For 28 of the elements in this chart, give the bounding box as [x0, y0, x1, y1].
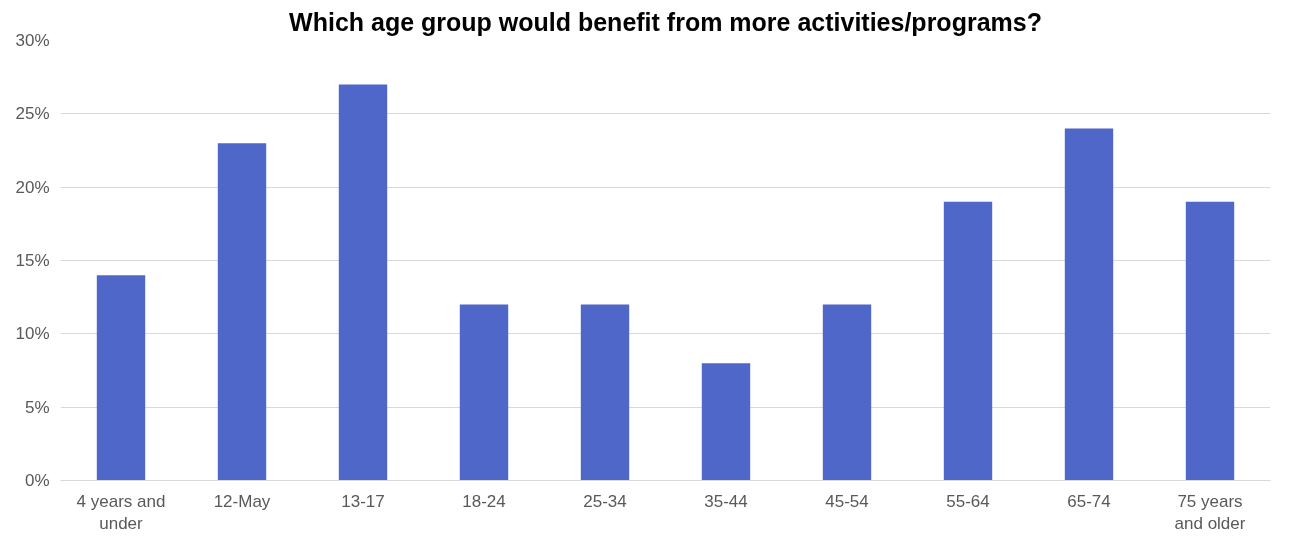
- bar: [459, 304, 509, 481]
- x-tick-label: 45-54: [825, 491, 869, 511]
- bar: [1185, 201, 1235, 481]
- x-tick-label: 35-44: [704, 491, 748, 511]
- x-tick-label: 55-64: [946, 491, 990, 511]
- y-tick-label: 25%: [15, 104, 50, 124]
- x-tick-label: 25-34: [583, 491, 627, 511]
- x-tick-label: 18-24: [462, 491, 506, 511]
- bar: [822, 304, 872, 481]
- bar: [943, 201, 993, 481]
- x-tick-label: 4 years and under: [76, 491, 166, 534]
- bar: [217, 143, 267, 481]
- y-tick-label: 15%: [15, 251, 50, 270]
- x-tick-label: 12-May: [213, 491, 271, 511]
- y-tick-label: 5%: [24, 397, 50, 417]
- bar: [96, 275, 146, 481]
- y-tick-label: 0%: [24, 471, 50, 490]
- chart-title: Which age group would benefit from more activities/programs?: [289, 7, 1042, 36]
- bar: [338, 84, 388, 481]
- y-tick-label: 10%: [15, 324, 50, 344]
- y-tick-label: 30%: [15, 31, 50, 50]
- x-tick-label: 75 years and older: [1174, 491, 1246, 534]
- bar: [1064, 128, 1114, 481]
- y-tick-label: 20%: [15, 177, 50, 197]
- x-tick-label: 65-74: [1067, 491, 1111, 511]
- bar: [580, 304, 630, 481]
- bar: [701, 363, 751, 481]
- x-tick-label: 13-17: [341, 491, 385, 511]
